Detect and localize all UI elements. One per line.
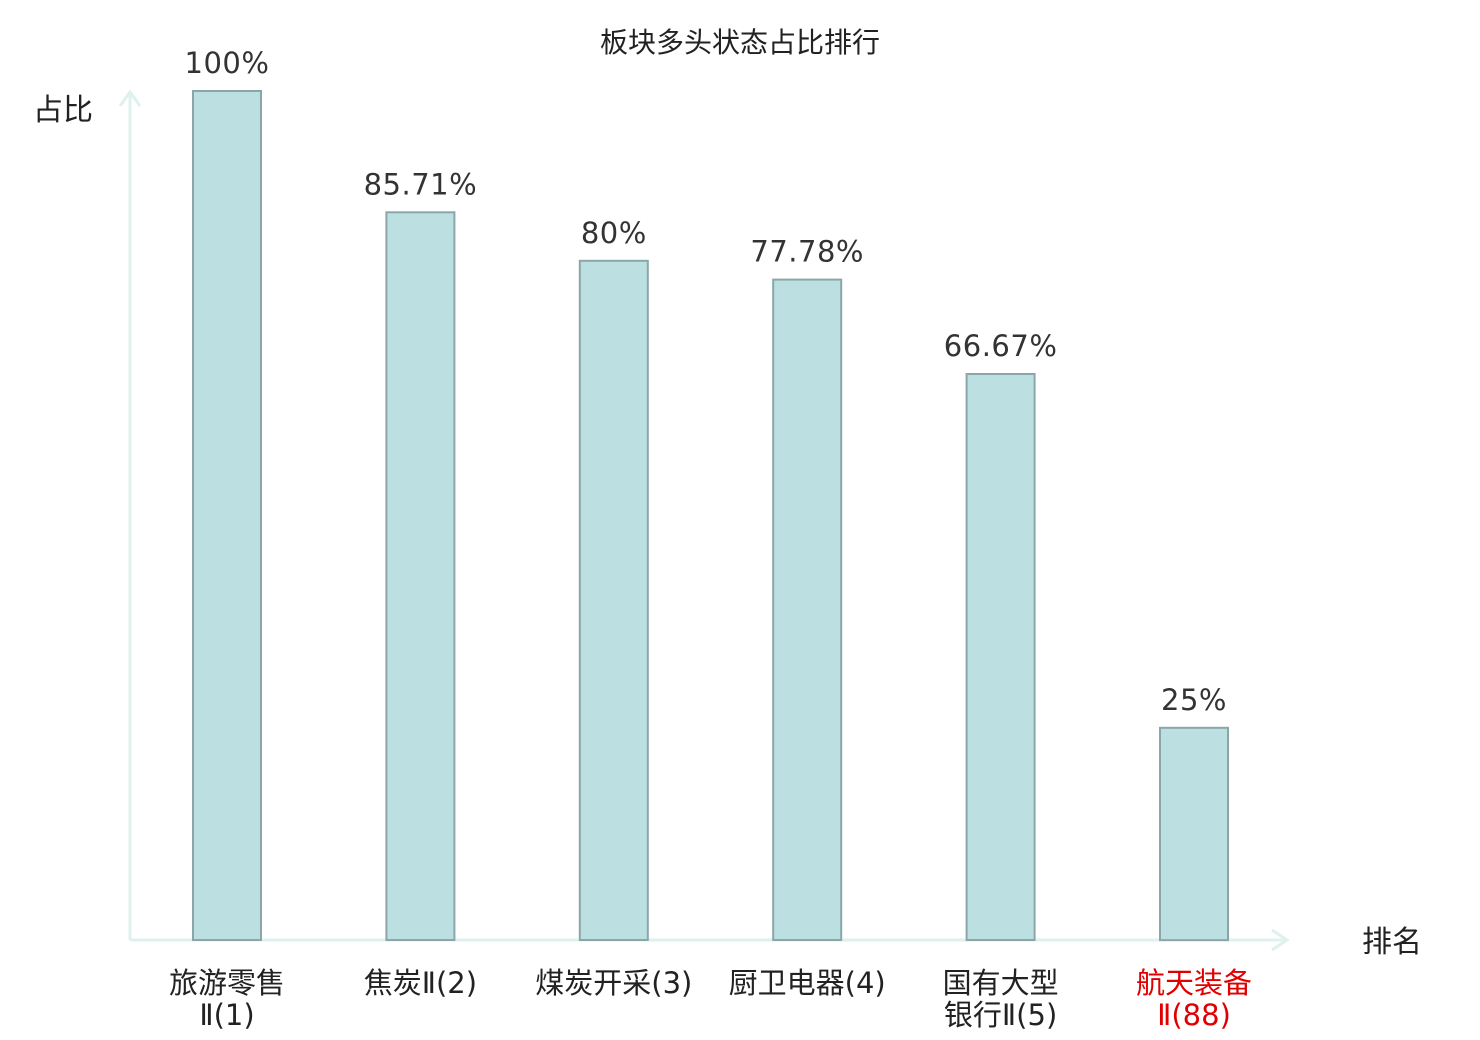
- bar-value-label: 100%: [185, 46, 270, 80]
- category-tick-label-line: 航天装备: [1136, 966, 1252, 1000]
- category-tick-label-line: Ⅱ(1): [199, 998, 254, 1032]
- category-tick-label: 旅游零售 Ⅱ(1): [169, 966, 285, 1032]
- bar: [192, 90, 262, 941]
- chart-title: 板块多头状态占比排行: [600, 26, 880, 59]
- bar-value-label: 66.67%: [944, 329, 1058, 363]
- category-tick-label-line: 银行Ⅱ(5): [944, 998, 1057, 1032]
- bar-value-label: 85.71%: [364, 167, 478, 201]
- y-axis-arrow-icon: [118, 89, 142, 107]
- category-tick-label-line: 煤炭开采(3): [535, 966, 692, 1000]
- category-tick-label: 煤炭开采(3): [535, 966, 692, 1000]
- category-tick-label: 厨卫电器(4): [729, 966, 886, 1000]
- value-labels-group: 100% 85.71% 80% 77.78% 66.67% 25%: [185, 46, 1227, 717]
- bar: [1159, 726, 1229, 942]
- x-axis-arrow-icon: [1271, 928, 1290, 952]
- bar-value-label: 25%: [1161, 683, 1227, 717]
- bar: [578, 259, 649, 941]
- category-tick-label-line: 焦炭Ⅱ(2): [364, 966, 477, 1000]
- bar: [772, 278, 843, 942]
- y-axis: [118, 89, 142, 940]
- category-tick-label-line: 旅游零售: [169, 966, 285, 1000]
- x-axis: [130, 928, 1290, 952]
- category-tick-label-line: 国有大型: [943, 966, 1059, 1000]
- category-tick-label: 航天装备 Ⅱ(88): [1136, 966, 1252, 1032]
- x-axis-label: 排名: [1362, 925, 1422, 960]
- category-tick-label-line: 厨卫电器(4): [729, 966, 886, 1000]
- bar-value-label: 77.78%: [750, 235, 864, 269]
- category-labels-group: 旅游零售 Ⅱ(1) 焦炭Ⅱ(2) 煤炭开采(3) 厨卫电器(4) 国有大型银行Ⅱ(5) 航天…: [169, 966, 1252, 1032]
- bar: [965, 373, 1036, 941]
- bars-group: [192, 90, 1229, 942]
- bar-value-label: 80%: [581, 216, 647, 250]
- category-tick-label: 国有大型银行Ⅱ(5): [943, 966, 1059, 1032]
- y-axis-label: 占比: [33, 93, 93, 128]
- bar: [385, 211, 456, 942]
- category-tick-label: 焦炭Ⅱ(2): [364, 966, 477, 1000]
- category-tick-label-line: Ⅱ(88): [1157, 998, 1231, 1032]
